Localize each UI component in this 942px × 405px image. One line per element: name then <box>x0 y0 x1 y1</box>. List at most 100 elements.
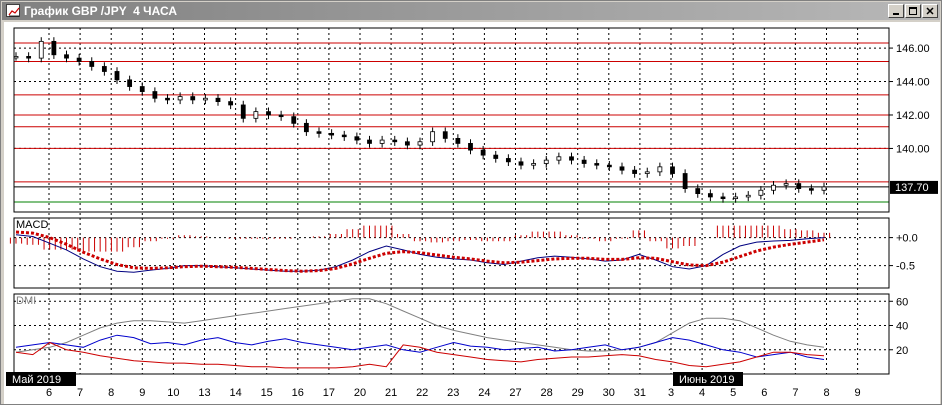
price-candle-body <box>468 143 473 151</box>
grid-lines <box>14 28 889 374</box>
dmi-panel <box>15 298 825 369</box>
price-candle-body <box>26 56 32 59</box>
window-title: График GBP /JPY 4 ЧАСА <box>24 4 177 18</box>
x-tick-label: 27 <box>509 387 521 399</box>
x-tick-label: 22 <box>416 387 428 399</box>
price-bars <box>13 37 827 203</box>
price-candle-body <box>177 96 183 101</box>
x-tick-label: 8 <box>108 387 114 399</box>
price-candle-body <box>417 141 423 146</box>
price-candle-body <box>455 138 461 144</box>
chart-canvas[interactable]: 6 7 8 9 10 13 14 15 16 17 20 21 22 23 24 27 28 29 30 31 3 4 5 6… <box>4 22 940 404</box>
current-price-box <box>890 180 938 194</box>
x-tick-label: 30 <box>603 387 615 399</box>
x-tick-label: 16 <box>292 387 304 399</box>
price-candle-body <box>13 56 19 59</box>
macd-panel-frame <box>13 217 890 289</box>
price-candle-body <box>720 196 726 200</box>
macd-tick-label: +0.0 <box>896 233 918 245</box>
price-candle-body <box>303 122 309 133</box>
price-candle-body <box>556 156 562 161</box>
price-candle-body <box>531 163 537 166</box>
chart-area[interactable]: 6 7 8 9 10 13 14 15 16 17 20 21 22 23 24 27 28 29 30 31 3 4 5 6… <box>4 22 940 404</box>
minimize-button[interactable] <box>888 4 904 18</box>
title-bar[interactable]: График GBP /JPY 4 ЧАСА <box>2 2 940 20</box>
price-candle-body <box>127 79 133 87</box>
price-candle-body <box>38 40 44 59</box>
x-tick-label: 17 <box>323 387 335 399</box>
x-tick-label: 23 <box>447 387 459 399</box>
dmi-panel-frame <box>13 293 890 375</box>
price-candle-body <box>51 40 57 56</box>
x-tick-label: 21 <box>385 387 397 399</box>
x-tick-label: 3 <box>668 387 674 399</box>
price-candle-body <box>253 111 259 119</box>
x-tick-label: 13 <box>198 387 210 399</box>
x-tick-label: 14 <box>229 387 241 399</box>
current-price-label: 137.70 <box>895 182 929 194</box>
price-candle-body <box>644 171 650 174</box>
x-tick-label: 8 <box>823 387 829 399</box>
price-candle-body <box>316 131 322 134</box>
price-candle-body <box>266 111 271 116</box>
macd-signal-line <box>15 230 825 273</box>
price-candle-body <box>581 159 587 164</box>
price-candle-body <box>569 156 574 161</box>
x-tick-label: 10 <box>167 387 179 399</box>
axes <box>13 27 893 375</box>
price-candle-body <box>745 194 751 198</box>
price-candle-body <box>505 158 511 163</box>
price-candle-body <box>657 166 663 173</box>
price-candle-body <box>707 193 713 198</box>
price-candle-body <box>821 186 827 191</box>
chart-icon <box>6 4 20 17</box>
x-tick-label: 4 <box>699 387 705 399</box>
close-button[interactable] <box>922 4 938 18</box>
macd-line <box>15 234 825 273</box>
x-tick-label: 9 <box>139 387 145 399</box>
price-tick-label: 142.00 <box>896 110 930 122</box>
price-tick-label: 146.00 <box>896 43 930 55</box>
horizontal-levels <box>14 42 889 203</box>
price-candle-body <box>733 196 739 200</box>
maximize-button[interactable] <box>905 4 921 18</box>
price-tick-label: 140.00 <box>896 143 930 155</box>
price-candle-body <box>215 97 221 103</box>
x-tick-label: 24 <box>478 387 490 399</box>
macd-title: MACD <box>16 219 48 231</box>
x-tick-label: 20 <box>354 387 366 399</box>
x-tick-label: 6 <box>46 387 52 399</box>
price-candle-body <box>165 97 170 101</box>
price-candle-body <box>695 188 701 194</box>
price-candle-body <box>114 71 120 81</box>
june-period-label-box <box>673 372 743 386</box>
x-tick-label: 5 <box>730 387 736 399</box>
x-tick-label: 31 <box>634 387 646 399</box>
price-candle-body <box>808 188 814 191</box>
dmi-tick-label: 60 <box>896 296 908 308</box>
price-candle-body <box>442 131 448 139</box>
price-candle-body <box>278 114 284 118</box>
price-candle-body <box>89 61 95 67</box>
price-candle-body <box>594 163 600 166</box>
price-candle-body <box>354 136 360 141</box>
dmi-tick-label: 40 <box>896 321 908 333</box>
macd-tick-label: -0.5 <box>896 261 915 273</box>
price-candle-body <box>543 159 549 164</box>
may-period-label: Май 2019 <box>12 374 61 386</box>
price-candle-body <box>670 166 675 174</box>
price-candle-body <box>771 184 776 191</box>
x-tick-label: 9 <box>855 387 861 399</box>
x-tick-label: 15 <box>261 387 273 399</box>
price-candle-body <box>758 189 764 196</box>
price-candle-body <box>430 131 436 143</box>
price-candle-body <box>341 134 347 138</box>
x-tick-label: 29 <box>572 387 584 399</box>
price-candle-body <box>518 161 524 166</box>
price-candle-body <box>796 183 802 189</box>
price-candle-body <box>76 57 82 62</box>
x-tick-label: 6 <box>761 387 767 399</box>
june-period-label: Июнь 2019 <box>679 374 735 386</box>
price-panel-frame <box>13 27 890 213</box>
price-candle-body <box>606 164 612 168</box>
